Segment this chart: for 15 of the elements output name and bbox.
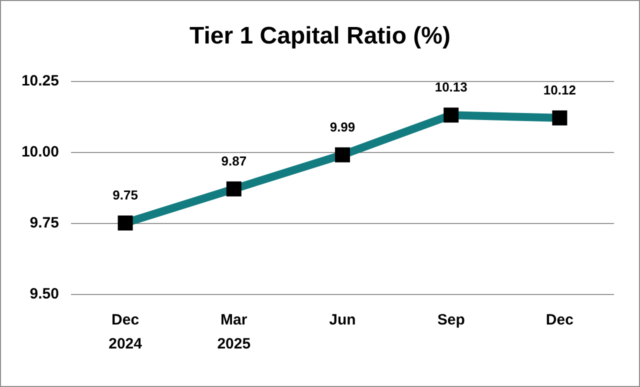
y-tick-label: 10.00: [21, 144, 59, 160]
y-tick-label: 9.75: [30, 214, 59, 232]
y-tick-label: 10.25: [21, 72, 59, 90]
data-label: 9.99: [330, 119, 356, 134]
x-tick-label: Sep: [437, 312, 465, 328]
chart-title: Tier 1 Capital Ratio (%): [190, 22, 450, 50]
x-tick-label: Mar 2025: [217, 312, 251, 352]
x-tick-label: Dec: [546, 312, 574, 328]
data-label: 9.75: [112, 188, 138, 202]
y-tick-label: 9.50: [30, 286, 59, 302]
data-label: 10.13: [434, 80, 468, 95]
data-label: 9.87: [221, 153, 247, 168]
x-tick-label: Dec 2024: [108, 312, 143, 352]
data-label: 10.12: [543, 82, 576, 98]
x-tick-label: Jun: [329, 312, 356, 328]
